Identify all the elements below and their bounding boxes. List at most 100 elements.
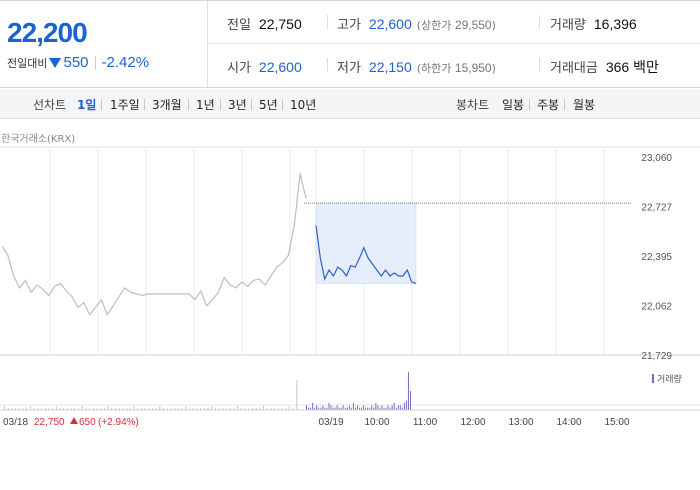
prev-volume-bar xyxy=(166,408,168,410)
today-fill-area xyxy=(315,202,417,284)
prev-volume-bar xyxy=(111,408,113,410)
volume-bar xyxy=(401,407,403,410)
divider xyxy=(282,99,283,110)
current-price: 22,200 xyxy=(7,17,88,48)
divider xyxy=(327,15,328,29)
prev-volume-bar xyxy=(196,408,198,410)
volume-bar xyxy=(328,402,330,410)
down-arrow-icon xyxy=(49,57,62,68)
volume-bar xyxy=(344,407,346,410)
up-arrow-icon xyxy=(70,417,78,424)
volume-bar xyxy=(371,405,373,410)
volume-bar xyxy=(336,405,338,410)
lower-limit-label: (하한가 xyxy=(416,62,452,75)
change-row: 전일대비 550 -2.42% xyxy=(7,54,149,71)
range-1y-tab[interactable]: 1년 xyxy=(196,98,215,112)
prev-volume-bar xyxy=(159,406,161,410)
prev-volume-bar xyxy=(281,408,283,410)
prev-volume-bar xyxy=(89,408,91,410)
volume-bar xyxy=(365,407,367,410)
today-line xyxy=(315,225,417,285)
stat-trade-value: 거래대금 366 백만 xyxy=(550,57,659,77)
stat-value: 16,396 xyxy=(593,16,637,32)
prev-volume-bar xyxy=(22,408,24,410)
volume-bar xyxy=(383,407,385,410)
data-source-label: 한국거래소(KRX) xyxy=(1,134,76,145)
candle-weekly-tab[interactable]: 주봉 xyxy=(537,98,560,112)
prev-volume-bar xyxy=(52,408,54,410)
prev-volume-bar xyxy=(163,408,165,410)
prev-volume-bar xyxy=(44,408,46,410)
prev-volume-bar xyxy=(115,408,116,410)
volume-bar xyxy=(346,407,348,410)
volume-bar xyxy=(342,405,344,410)
stat-value: 366 백만 xyxy=(605,59,659,75)
volume-bar xyxy=(369,407,371,410)
volume-bar xyxy=(354,407,356,410)
prev-volume-bar xyxy=(144,408,146,410)
prev-volume-bar xyxy=(270,408,272,410)
volume-bar xyxy=(410,391,411,410)
stat-high: 고가 22,600 (상한가 29,550) xyxy=(337,14,496,33)
volume-legend-label: 거래량 xyxy=(657,375,682,385)
divider xyxy=(539,58,540,72)
divider xyxy=(188,99,189,110)
stat-low: 저가 22,150 (하한가 15,950) xyxy=(337,57,496,76)
prev-volume-bar xyxy=(37,408,39,410)
candle-monthly-tab[interactable]: 월봉 xyxy=(573,98,596,112)
volume-bar xyxy=(407,372,409,410)
volume-legend: 거래량 xyxy=(652,372,682,385)
prev-volume-bar xyxy=(148,408,150,410)
prev-volume-bar xyxy=(248,408,250,410)
prev-volume-bar xyxy=(126,408,128,410)
volume-bar xyxy=(377,405,379,410)
range-5y-tab[interactable]: 5년 xyxy=(259,98,278,112)
prev-date: 03/18 xyxy=(3,417,28,428)
price-box: 22,200 전일대비 550 -2.42% xyxy=(0,1,208,87)
x-tick-label: 12:00 xyxy=(460,417,485,428)
volume-bar xyxy=(324,407,326,410)
prev-volume-bar xyxy=(266,408,268,410)
range-1w-tab[interactable]: 1주일 xyxy=(110,98,140,112)
volume-bar xyxy=(385,407,387,410)
prev-volume-bar xyxy=(292,408,294,410)
range-1d-tab[interactable]: 1일 xyxy=(77,98,97,112)
stat-value: 22,750 xyxy=(258,16,302,32)
volume-bar xyxy=(310,407,312,410)
change-label: 전일대비 xyxy=(7,56,48,70)
prev-volume-bar xyxy=(66,408,68,410)
price-chart[interactable]: 23,060 22,727 22,395 22,062 21,729 03/19 10:0… xyxy=(0,145,700,490)
volume-bar xyxy=(405,400,407,410)
lower-limit-close: ) xyxy=(491,62,496,75)
volume-bar xyxy=(367,407,369,410)
y-tick-label: 21,729 xyxy=(641,351,672,362)
prev-volume-bar xyxy=(85,408,87,410)
volume-bar xyxy=(361,407,363,410)
change-value: 550 xyxy=(63,54,89,71)
volume-bar xyxy=(381,405,383,410)
prev-volume-bar xyxy=(274,408,276,410)
stat-label: 저가 xyxy=(337,61,361,76)
range-10y-tab[interactable]: 10년 xyxy=(290,98,317,112)
prev-volume-bar xyxy=(170,408,172,410)
volume-bar xyxy=(338,407,340,410)
prev-volume-bar xyxy=(137,408,139,410)
prev-volume-bar xyxy=(59,408,61,410)
prev-percent: (+2.94%) xyxy=(98,417,139,428)
divider xyxy=(529,99,530,110)
prev-volume-bar xyxy=(48,408,50,410)
x-tick-label: 10:00 xyxy=(364,417,389,428)
divider xyxy=(94,55,96,70)
range-3m-tab[interactable]: 3개월 xyxy=(152,98,182,112)
prev-volume-bar xyxy=(118,408,120,410)
divider xyxy=(101,99,102,110)
prev-volume-bar xyxy=(177,408,179,410)
range-3y-tab[interactable]: 3년 xyxy=(228,98,247,112)
candle-daily-tab[interactable]: 일봉 xyxy=(502,98,525,112)
volume-bar xyxy=(393,402,395,410)
stat-label: 전일 xyxy=(227,18,251,33)
stat-label: 거래대금 xyxy=(550,61,598,76)
volume-bar xyxy=(397,405,399,410)
prev-volume-bar xyxy=(237,406,239,410)
prev-volume-bar xyxy=(103,408,105,410)
